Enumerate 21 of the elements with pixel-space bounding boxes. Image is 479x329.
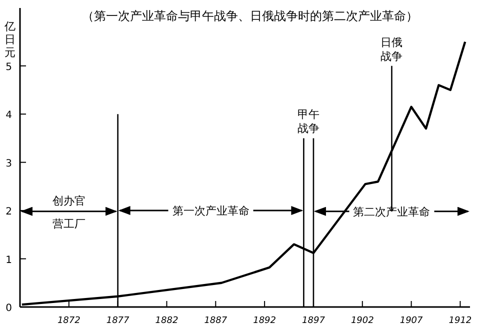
y-tick-label: 1 (6, 254, 12, 266)
annotation: 第一次产业革命 (172, 204, 250, 218)
x-tick-label: 1887 (204, 316, 228, 326)
x-tick-label: 1872 (57, 316, 81, 326)
ref-line-label: 甲午战争 (298, 108, 320, 136)
x-tick-label: 1882 (155, 316, 178, 326)
x-tick-label: 1912 (448, 316, 472, 326)
chart-title: （第一次产业革命与甲午战争、日俄战争时的第二次产业革命） (82, 9, 418, 23)
y-tick-label: 0 (6, 303, 12, 314)
x-tick-label: 1902 (350, 316, 374, 326)
y-tick-label: 5 (6, 62, 12, 73)
annotation: 第二次产业革命 (353, 205, 430, 218)
x-tick-label: 1897 (302, 316, 326, 326)
y-tick-label: 3 (6, 158, 12, 170)
y-tick-label: 4 (6, 110, 12, 122)
x-tick-label: 1877 (106, 316, 130, 326)
x-tick-label: 1907 (400, 316, 424, 326)
x-tick-label: 1892 (253, 316, 276, 326)
ref-line-label: 日俄战争 (380, 36, 403, 63)
y-axis-title: 亿日元 (4, 20, 16, 59)
y-tick-label: 2 (6, 206, 12, 218)
